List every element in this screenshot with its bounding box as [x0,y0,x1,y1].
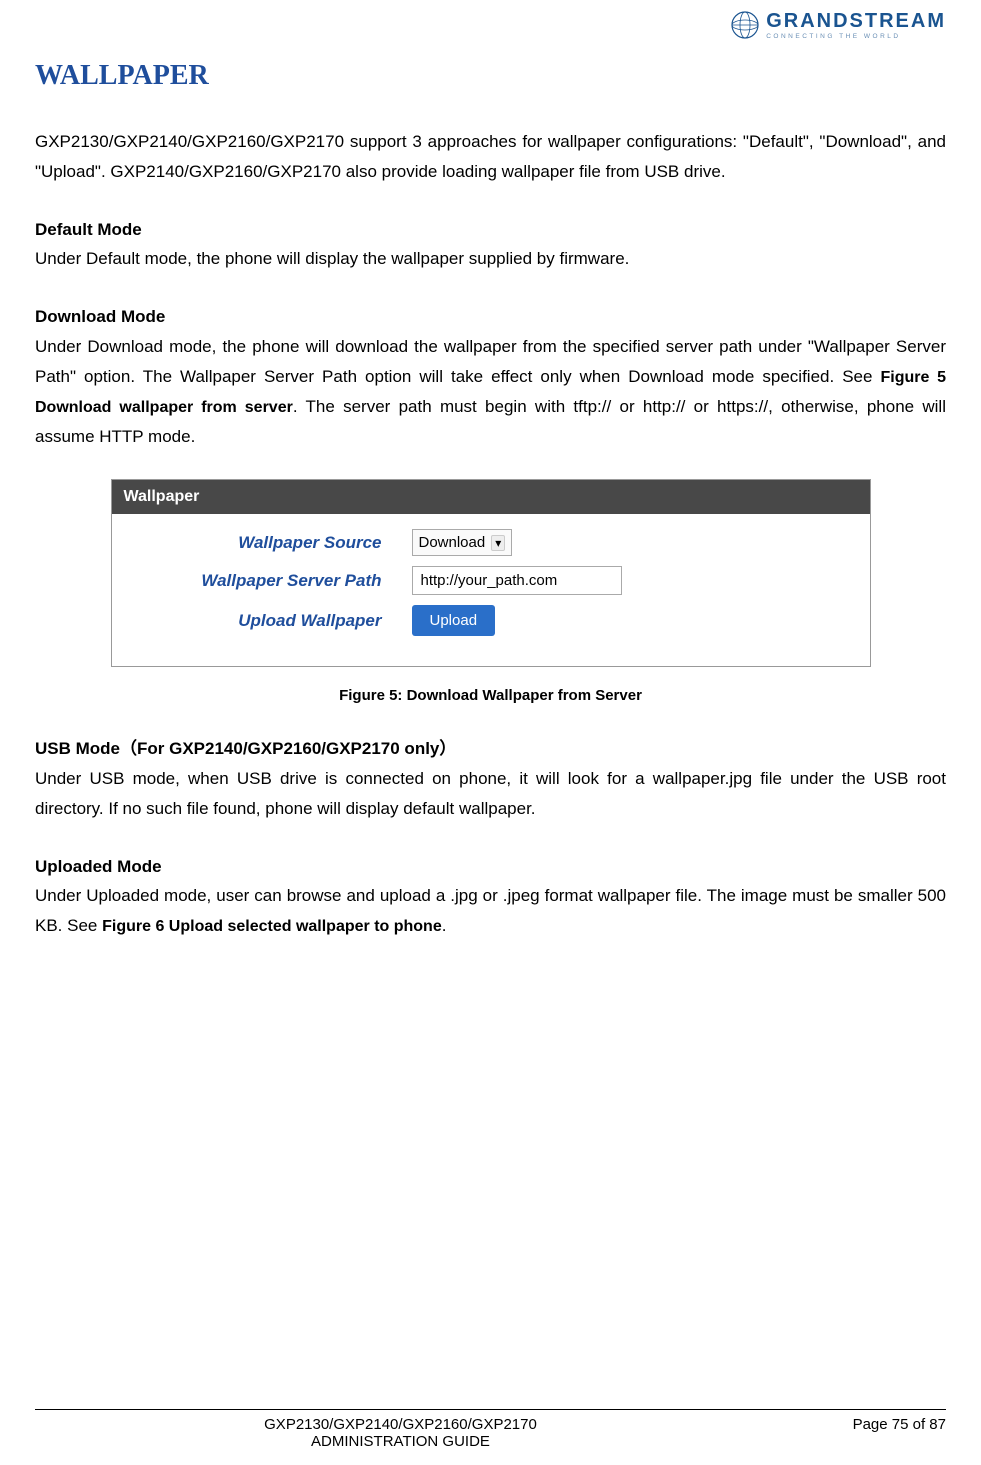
brand-name: GRANDSTREAM [766,10,946,33]
default-mode-section: Default Mode Under Default mode, the pho… [35,215,946,275]
usb-mode-body: Under USB mode, when USB drive is connec… [35,769,946,818]
uploaded-mode-section: Uploaded Mode Under Uploaded mode, user … [35,852,946,942]
default-mode-body: Under Default mode, the phone will displ… [35,249,629,268]
chevron-down-icon: ▾ [491,535,505,551]
brand-logo: GRANDSTREAM CONNECTING THE WORLD [730,10,946,40]
download-mode-heading: Download Mode [35,307,165,326]
panel-header: Wallpaper [112,480,870,514]
page-footer: GXP2130/GXP2140/GXP2160/GXP2170 ADMINIST… [35,1409,946,1450]
usb-mode-section: USB Mode（For GXP2140/GXP2160/GXP2170 onl… [35,734,946,823]
figure-6-ref: Figure 6 Upload selected wallpaper to ph… [102,918,442,935]
default-mode-heading: Default Mode [35,220,142,239]
download-mode-section: Download Mode Under Download mode, the p… [35,302,946,451]
uploaded-mode-heading: Uploaded Mode [35,857,162,876]
footer-doc-title: GXP2130/GXP2140/GXP2160/GXP2170 ADMINIST… [35,1416,766,1450]
path-label: Wallpaper Server Path [132,571,412,591]
page-header: GRANDSTREAM CONNECTING THE WORLD [35,10,946,40]
source-row: Wallpaper Source Download ▾ [132,529,850,556]
source-label: Wallpaper Source [132,533,412,553]
globe-icon [730,10,760,40]
intro-paragraph: GXP2130/GXP2140/GXP2160/GXP2170 support … [35,127,946,187]
source-select[interactable]: Download ▾ [412,529,513,556]
page-title: WALLPAPER [35,60,946,92]
source-value: Download [419,534,486,551]
brand-tagline: CONNECTING THE WORLD [766,33,946,40]
footer-page-info: Page 75 of 87 [766,1416,946,1450]
upload-label: Upload Wallpaper [132,611,412,631]
upload-row: Upload Wallpaper Upload [132,605,850,636]
usb-mode-heading: USB Mode（For GXP2140/GXP2160/GXP2170 onl… [35,739,456,758]
figure-5-caption: Figure 5: Download Wallpaper from Server [35,687,946,704]
uploaded-mode-body-post: . [442,916,447,935]
panel-body: Wallpaper Source Download ▾ Wallpaper Se… [112,514,870,666]
path-row: Wallpaper Server Path [132,566,850,595]
upload-button[interactable]: Upload [412,605,496,636]
server-path-input[interactable] [412,566,622,595]
download-mode-body-pre: Under Download mode, the phone will down… [35,337,946,386]
wallpaper-config-panel: Wallpaper Wallpaper Source Download ▾ Wa… [111,479,871,667]
